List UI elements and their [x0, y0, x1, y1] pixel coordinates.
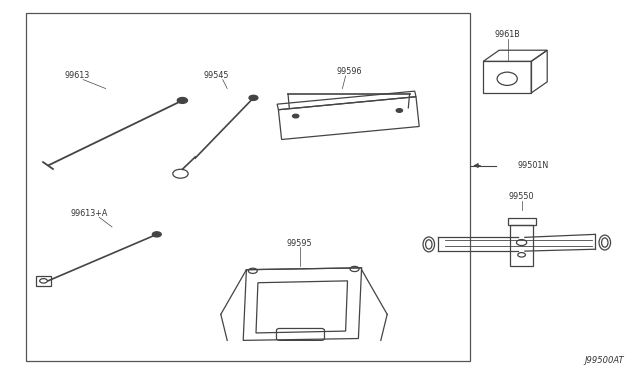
Circle shape [249, 95, 258, 100]
Text: 99545: 99545 [204, 71, 229, 80]
Text: 99595: 99595 [287, 238, 312, 247]
Text: 99613+A: 99613+A [71, 209, 108, 218]
Text: 99550: 99550 [509, 192, 534, 201]
Circle shape [396, 109, 403, 112]
Text: 99596: 99596 [336, 67, 362, 76]
Text: 99613: 99613 [64, 71, 90, 80]
Circle shape [152, 232, 161, 237]
Text: J99500AT: J99500AT [584, 356, 624, 365]
Text: 99501N: 99501N [517, 161, 548, 170]
Text: 9961B: 9961B [494, 30, 520, 39]
Circle shape [292, 114, 299, 118]
Bar [36, 276, 51, 286]
Bar [508, 218, 536, 225]
Bar [26, 13, 470, 361]
Bar [510, 225, 533, 266]
Circle shape [177, 97, 188, 103]
